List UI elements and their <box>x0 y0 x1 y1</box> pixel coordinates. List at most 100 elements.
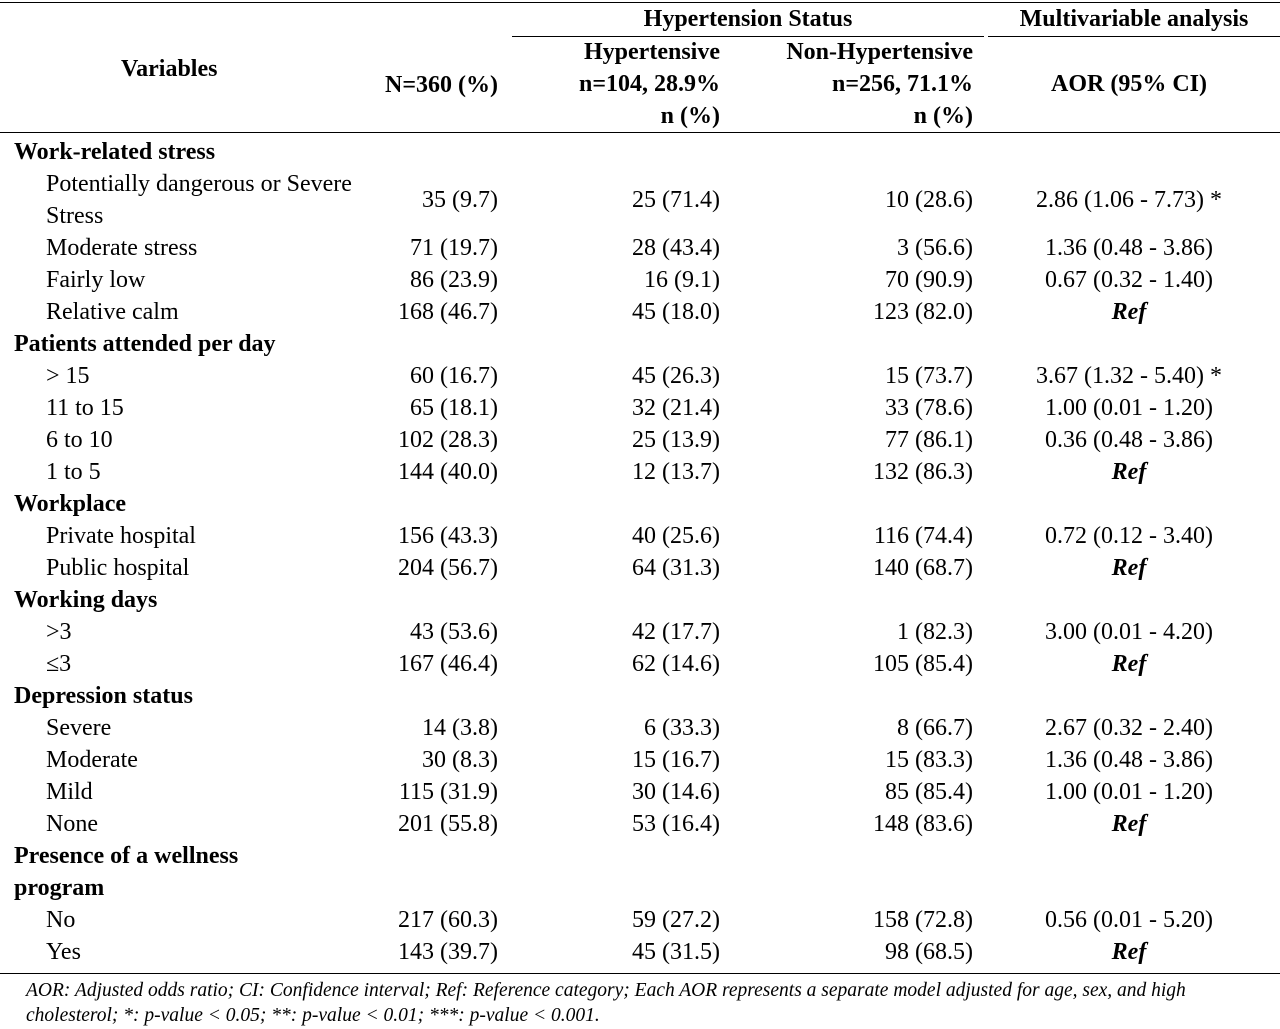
table-bottom-rule <box>0 973 1280 974</box>
cell-hypertensive: 30 (14.6) <box>632 779 720 805</box>
cell-n-total: 102 (28.3) <box>398 427 498 453</box>
cell-non-hypertensive: 8 (66.7) <box>897 715 973 741</box>
cell-hypertensive: 59 (27.2) <box>632 907 720 933</box>
header-hypertension-status: Hypertension Status <box>643 6 853 32</box>
cell-aor: 0.67 (0.32 - 1.40) <box>1045 267 1213 293</box>
cell-non-hypertensive: 123 (82.0) <box>873 299 973 325</box>
cell-n-total: 217 (60.3) <box>398 907 498 933</box>
table-row: 11 to 15 65 (18.1) 32 (21.4) 33 (78.6) 1.00 … <box>0 392 1280 424</box>
cell-aor: 1.36 (0.48 - 3.86) <box>1045 235 1213 261</box>
section-header-row: Patients attended per day <box>0 328 1280 360</box>
table-row: Severe 14 (3.8) 6 (33.3) 8 (66.7) 2.67 (0.32… <box>0 712 1280 744</box>
cell-hypertensive: 15 (16.7) <box>632 747 720 773</box>
row-label: Yes <box>46 939 81 965</box>
cell-n-total: 204 (56.7) <box>398 555 498 581</box>
cell-non-hypertensive: 10 (28.6) <box>885 187 973 213</box>
table-row: Private hospital 156 (43.3) 40 (25.6) 116 (… <box>0 520 1280 552</box>
cell-hypertensive: 25 (13.9) <box>632 427 720 453</box>
table-row: Public hospital 204 (56.7) 64 (31.3) 140 (6… <box>0 552 1280 584</box>
table-row: Relative calm 168 (46.7) 45 (18.0) 123 (82.… <box>0 296 1280 328</box>
header-non-hypertensive-line3: n (%) <box>913 103 973 129</box>
header-non-hypertensive-line2: n=256, 71.1% <box>831 71 973 97</box>
row-label: > 15 <box>46 363 90 389</box>
cell-n-total: 168 (46.7) <box>398 299 498 325</box>
cell-aor: 1.00 (0.01 - 1.20) <box>1045 779 1213 805</box>
cell-aor-ref: Ref <box>1111 651 1147 677</box>
table-row: Moderate stress 71 (19.7) 28 (43.4) 3 (56.6… <box>0 232 1280 264</box>
row-label: None <box>46 811 98 837</box>
cell-aor-ref: Ref <box>1111 811 1147 837</box>
row-label: ≤3 <box>46 651 72 677</box>
header-bottom-rule <box>0 132 1280 133</box>
header-multivariable-analysis: Multivariable analysis <box>1019 6 1249 32</box>
multivariable-underline <box>988 36 1280 37</box>
cell-n-total: 65 (18.1) <box>410 395 498 421</box>
cell-aor-ref: Ref <box>1111 299 1147 325</box>
row-label: 11 to 15 <box>46 395 124 421</box>
cell-hypertensive: 42 (17.7) <box>632 619 720 645</box>
cell-n-total: 86 (23.9) <box>410 267 498 293</box>
cell-aor: 0.72 (0.12 - 3.40) <box>1045 523 1213 549</box>
cell-hypertensive: 64 (31.3) <box>632 555 720 581</box>
row-label: >3 <box>46 619 72 645</box>
cell-non-hypertensive: 33 (78.6) <box>885 395 973 421</box>
cell-hypertensive: 53 (16.4) <box>632 811 720 837</box>
cell-n-total: 60 (16.7) <box>410 363 498 389</box>
section-label: Patients attended per day <box>14 331 276 357</box>
table-row: Fairly low 86 (23.9) 16 (9.1) 70 (90.9) 0.67… <box>0 264 1280 296</box>
cell-non-hypertensive: 15 (73.7) <box>885 363 973 389</box>
table-row: Yes 143 (39.7) 45 (31.5) 98 (68.5) Ref <box>0 936 1280 968</box>
cell-non-hypertensive: 15 (83.3) <box>885 747 973 773</box>
table-body: Work-related stress Potentially dangerous… <box>0 136 1280 968</box>
row-label: Relative calm <box>46 299 179 325</box>
table-row: > 15 60 (16.7) 45 (26.3) 15 (73.7) 3.67 (1.3… <box>0 360 1280 392</box>
cell-hypertensive: 45 (26.3) <box>632 363 720 389</box>
cell-aor: 3.00 (0.01 - 4.20) <box>1045 619 1213 645</box>
section-header-row: Work-related stress <box>0 136 1280 168</box>
cell-hypertensive: 40 (25.6) <box>632 523 720 549</box>
cell-hypertensive: 12 (13.7) <box>632 459 720 485</box>
cell-n-total: 144 (40.0) <box>398 459 498 485</box>
table-footnote: AOR: Adjusted odds ratio; CI: Confidence… <box>26 980 1186 1026</box>
cell-aor-ref: Ref <box>1111 939 1147 965</box>
cell-n-total: 35 (9.7) <box>422 187 498 213</box>
row-label: Fairly low <box>46 267 146 293</box>
section-label: Workplace <box>14 491 126 517</box>
cell-hypertensive: 25 (71.4) <box>632 187 720 213</box>
table-top-rule <box>0 2 1280 3</box>
header-hypertensive-line3: n (%) <box>660 103 720 129</box>
cell-aor: 1.36 (0.48 - 3.86) <box>1045 747 1213 773</box>
cell-non-hypertensive: 116 (74.4) <box>873 523 973 549</box>
cell-n-total: 167 (46.4) <box>398 651 498 677</box>
row-label: Moderate stress <box>46 235 198 261</box>
section-header-row: Presence of a wellness program <box>0 840 1280 904</box>
cell-aor-ref: Ref <box>1111 555 1147 581</box>
cell-hypertensive: 28 (43.4) <box>632 235 720 261</box>
cell-n-total: 14 (3.8) <box>422 715 498 741</box>
row-label: 6 to 10 <box>46 427 113 453</box>
cell-non-hypertensive: 1 (82.3) <box>897 619 973 645</box>
cell-aor: 1.00 (0.01 - 1.20) <box>1045 395 1213 421</box>
cell-non-hypertensive: 70 (90.9) <box>885 267 973 293</box>
header-variables: Variables <box>121 56 218 82</box>
table-row: Moderate 30 (8.3) 15 (16.7) 15 (83.3) 1.36 (… <box>0 744 1280 776</box>
section-label: Depression status <box>14 683 193 709</box>
row-label: Moderate <box>46 747 138 773</box>
cell-aor: 0.36 (0.48 - 3.86) <box>1045 427 1213 453</box>
cell-non-hypertensive: 140 (68.7) <box>873 555 973 581</box>
section-label: Work-related stress <box>14 139 216 165</box>
table-row: >3 43 (53.6) 42 (17.7) 1 (82.3) 3.00 (0.01 -… <box>0 616 1280 648</box>
cell-hypertensive: 45 (18.0) <box>632 299 720 325</box>
cell-n-total: 71 (19.7) <box>410 235 498 261</box>
cell-aor: 2.86 (1.06 - 7.73) * <box>1036 187 1222 213</box>
row-label: Mild <box>46 779 93 805</box>
row-label: Public hospital <box>46 555 190 581</box>
section-label: Working days <box>14 587 158 613</box>
cell-non-hypertensive: 98 (68.5) <box>885 939 973 965</box>
cell-n-total: 201 (55.8) <box>398 811 498 837</box>
header-n-total: N=360 (%) <box>385 72 498 98</box>
cell-non-hypertensive: 158 (72.8) <box>873 907 973 933</box>
header-aor: AOR (95% CI) <box>1051 71 1207 97</box>
table-row: None 201 (55.8) 53 (16.4) 148 (83.6) Ref <box>0 808 1280 840</box>
header-hypertensive-line1: Hypertensive <box>584 39 720 65</box>
